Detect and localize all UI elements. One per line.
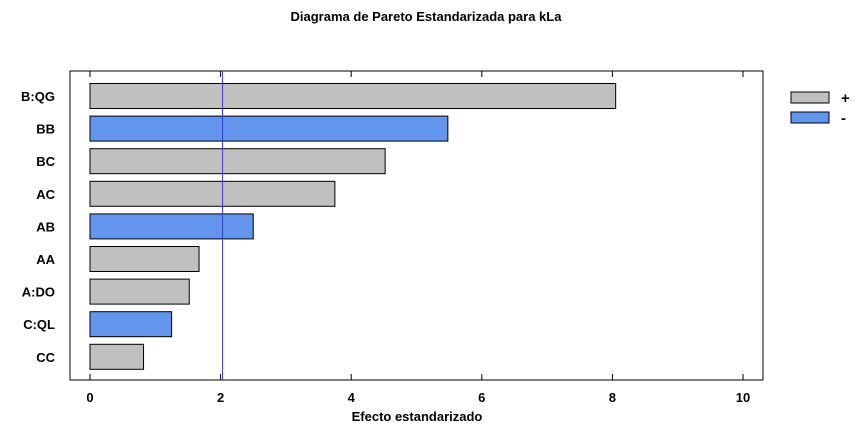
x-tick-label: 4 (348, 390, 356, 405)
bar-aa (89, 246, 200, 272)
category-label: BB (36, 122, 55, 137)
bar-cc (89, 343, 145, 370)
plot-area: B:QG BB BC AC AB AA A:DO C:QL CC 0 2 4 6 8 10 (21, 70, 764, 405)
x-tick-label: 0 (86, 390, 93, 405)
category-label: A:DO (22, 285, 55, 300)
legend-swatch (790, 111, 830, 124)
bar-a-do (89, 278, 190, 305)
category-label: AA (36, 252, 55, 267)
category-label: C:QL (23, 317, 55, 332)
legend: +- (790, 90, 850, 127)
category-labels: B:QG BB BC AC AB AA A:DO C:QL CC (21, 89, 56, 365)
bar-ac (89, 180, 336, 207)
x-axis-label: Efecto estandarizado (352, 409, 483, 424)
chart-title: Diagrama de Pareto Estandarizada para kL… (291, 9, 563, 24)
bar-bb (89, 115, 449, 142)
x-tick-label: 6 (478, 390, 485, 405)
bar-bc (89, 148, 386, 175)
x-tick-label: 8 (609, 390, 616, 405)
category-label: AC (36, 187, 55, 202)
legend-label: + (841, 90, 850, 107)
bar-b-qg (89, 83, 617, 109)
x-tick-label: 10 (736, 390, 750, 405)
category-label: BC (36, 154, 55, 169)
category-label: AB (36, 219, 55, 234)
bar-c-ql (89, 311, 173, 338)
bars-layer (89, 83, 617, 370)
legend-swatch (790, 91, 830, 104)
category-label: B:QG (21, 89, 55, 104)
category-label: CC (36, 350, 55, 365)
bar-ab (89, 213, 254, 240)
x-tick-label: 2 (217, 390, 224, 405)
x-axis-ticks: 0 2 4 6 8 10 (86, 71, 750, 405)
legend-label: - (841, 110, 846, 127)
